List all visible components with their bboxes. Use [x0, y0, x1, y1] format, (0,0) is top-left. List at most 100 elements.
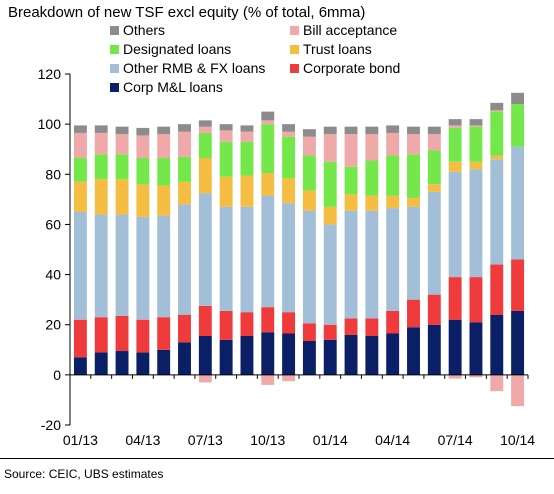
bar-segment-bill-acceptance	[219, 130, 233, 142]
bar-segment-designated-loans	[511, 104, 525, 147]
bar-segment-designated-loans	[323, 161, 337, 207]
bar-segment-designated-loans	[73, 157, 87, 182]
bar-segment-other-rmb-fx-loans	[323, 224, 337, 325]
bar-segment-corporate-bond	[469, 277, 483, 323]
bar-segment-negative-bill-acceptance	[511, 374, 525, 407]
bar-segment-corp-m-l-loans	[323, 339, 337, 375]
bar-segment-bill-acceptance	[115, 134, 129, 155]
bar-segment-corp-m-l-loans	[261, 332, 275, 375]
bar-segment-other-rmb-fx-loans	[386, 208, 400, 311]
bar-segment-corporate-bond	[73, 319, 87, 358]
legend-swatch-trust-loans	[290, 45, 299, 54]
bar-segment-other-rmb-fx-loans	[178, 204, 191, 315]
y-tick-label: 120	[38, 66, 62, 82]
legend-label-trust-loans: Trust loans	[303, 41, 372, 57]
bar-segment-bill-acceptance	[344, 134, 358, 167]
bar-segment-trust-loans	[115, 179, 129, 215]
bar-segment-corporate-bond	[407, 299, 420, 328]
bar-segment-corp-m-l-loans	[511, 310, 525, 375]
bar-segment-corporate-bond	[157, 317, 171, 350]
bar-segment-other-rmb-fx-loans	[448, 171, 462, 278]
bar-segment-others	[511, 92, 525, 105]
bar-segment-other-rmb-fx-loans	[365, 210, 379, 319]
bar-segment-negative-bill-acceptance	[490, 374, 504, 392]
bar-segment-trust-loans	[94, 179, 108, 215]
legend-label-corporate-bond: Corporate bond	[303, 60, 400, 76]
bar-segment-bill-acceptance	[386, 132, 400, 156]
x-tick-label: 10/14	[500, 432, 535, 448]
bar-segment-corp-m-l-loans	[469, 322, 483, 375]
bar-segment-others	[490, 102, 504, 111]
bar-segment-trust-loans	[219, 176, 233, 207]
bars	[73, 92, 525, 407]
bar-segment-others	[302, 129, 316, 137]
bar-segment-trust-loans	[302, 190, 316, 211]
legend-label-bill-acceptance: Bill acceptance	[303, 22, 397, 38]
bar-segment-others	[240, 125, 254, 132]
bar-segment-others	[198, 120, 212, 127]
bar-segment-corporate-bond	[427, 294, 441, 325]
bar-segment-corporate-bond	[282, 312, 296, 334]
bar-segment-trust-loans	[344, 194, 358, 211]
bar-segment-corp-m-l-loans	[302, 341, 316, 375]
bar-segment-designated-loans	[261, 124, 275, 174]
legend: Others Bill acceptance Designated loans Tru…	[110, 22, 400, 95]
bar-segment-trust-loans	[178, 181, 191, 205]
bar-segment-corp-m-l-loans	[365, 335, 379, 375]
bar-segment-others	[427, 126, 441, 135]
bar-segment-other-rmb-fx-loans	[219, 206, 233, 311]
bar-segment-corporate-bond	[448, 277, 462, 320]
bar-segment-bill-acceptance	[282, 131, 296, 137]
y-tick-label: 100	[38, 116, 62, 132]
bar-segment-corporate-bond	[240, 312, 254, 336]
bar-segment-trust-loans	[386, 195, 400, 209]
bar-segment-other-rmb-fx-loans	[115, 214, 129, 316]
bar-segment-others	[178, 124, 191, 132]
bar-segment-corp-m-l-loans	[386, 333, 400, 375]
bar-segment-others	[115, 126, 129, 135]
legend-swatch-corporate-bond	[290, 64, 299, 73]
bar-segment-trust-loans	[365, 195, 379, 211]
bar-segment-other-rmb-fx-loans	[282, 203, 296, 313]
bar-segment-bill-acceptance	[407, 134, 420, 155]
bar-segment-trust-loans	[448, 161, 462, 172]
stacked-bar-chart: Others Bill acceptance Designated loans Tru…	[38, 22, 536, 448]
bar-segment-designated-loans	[490, 111, 504, 156]
bar-segment-negative-bill-acceptance	[448, 374, 462, 379]
bar-segment-designated-loans	[115, 154, 129, 180]
bar-segment-others	[407, 126, 420, 135]
bar-segment-other-rmb-fx-loans	[427, 191, 441, 295]
bar-segment-corp-m-l-loans	[178, 342, 191, 375]
bar-segment-corporate-bond	[490, 264, 504, 315]
y-tick-label: 20	[45, 317, 61, 333]
bar-segment-other-rmb-fx-loans	[136, 216, 150, 320]
x-tick-label: 01/14	[313, 432, 348, 448]
x-tick-label: 10/13	[250, 432, 285, 448]
bar-segment-corp-m-l-loans	[407, 327, 420, 375]
bar-segment-corporate-bond	[302, 323, 316, 342]
y-tick-label: -20	[41, 417, 61, 433]
bar-segment-other-rmb-fx-loans	[261, 195, 275, 308]
bar-segment-corporate-bond	[198, 305, 212, 336]
bar-segment-trust-loans	[407, 198, 420, 207]
bar-segment-other-rmb-fx-loans	[240, 206, 254, 313]
bar-segment-designated-loans	[427, 150, 441, 185]
bar-segment-trust-loans	[469, 161, 483, 170]
bar-segment-corporate-bond	[386, 310, 400, 334]
bar-segment-corporate-bond	[178, 314, 191, 343]
bar-segment-corp-m-l-loans	[198, 335, 212, 375]
bar-segment-corp-m-l-loans	[427, 324, 441, 375]
axes: -20 0 20 40 60 80 100 120 01/13 04/13 07/13 10/13 01…	[38, 66, 536, 448]
bar-segment-designated-loans	[136, 157, 150, 185]
bar-segment-others	[157, 126, 171, 135]
bar-segment-designated-loans	[219, 141, 233, 177]
bar-segment-other-rmb-fx-loans	[490, 159, 504, 265]
x-tick-label: 04/13	[125, 432, 160, 448]
bar-segment-corporate-bond	[344, 318, 358, 335]
bar-segment-designated-loans	[344, 166, 358, 195]
bar-segment-bill-acceptance	[198, 126, 212, 133]
bar-segment-trust-loans	[136, 184, 150, 217]
legend-label-other-rmb-fx-loans: Other RMB & FX loans	[123, 60, 265, 76]
bar-segment-designated-loans	[198, 132, 212, 158]
bar-segment-designated-loans	[365, 160, 379, 196]
